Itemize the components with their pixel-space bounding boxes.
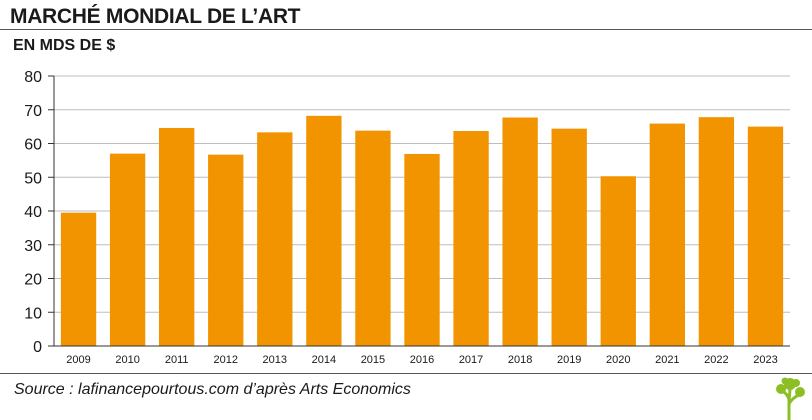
bar-2019: [551, 128, 587, 346]
bar-2015: [355, 130, 391, 346]
x-tick-label: 2011: [165, 354, 189, 366]
tick-labels: 0 10 20 30 40 50 60 70 80 2009 2010 2011 2012 2013 201…: [24, 69, 778, 366]
x-tick-label: 2010: [115, 354, 139, 366]
bar-2014: [306, 115, 342, 346]
x-tick-label: 2015: [361, 354, 385, 366]
x-tick-label: 2016: [410, 354, 434, 366]
x-tick-label: 2017: [459, 354, 483, 366]
tree-icon: [776, 377, 805, 420]
x-tick-label: 2021: [655, 354, 679, 366]
y-tick-label: 10: [24, 305, 42, 322]
bar-2017: [453, 131, 489, 346]
bar-2013: [257, 132, 293, 346]
y-tick-label: 70: [24, 103, 42, 120]
y-tick-label: 50: [24, 170, 42, 187]
x-tick-label: 2012: [213, 354, 237, 366]
x-tick-label: 2019: [557, 354, 581, 366]
y-tick-label: 30: [24, 238, 42, 255]
y-tick-label: 80: [24, 69, 42, 86]
y-tick-label: 60: [24, 137, 42, 154]
axes: [48, 75, 790, 347]
y-tick-label: 20: [24, 272, 42, 289]
x-tick-label: 2014: [312, 354, 336, 366]
bar-2010: [109, 153, 146, 346]
bar-2018: [502, 117, 538, 346]
x-tick-label: 2013: [263, 354, 287, 366]
unit-label: EN MDS DE $: [13, 37, 116, 54]
bar-2012: [208, 154, 244, 346]
bar-2022: [698, 117, 735, 346]
bar-chart: 0 10 20 30 40 50 60 70 80 2009 2010 2011 2012 2013 201…: [24, 69, 790, 366]
bar-2020: [600, 176, 636, 346]
bars: [60, 115, 784, 347]
bar-2009: [60, 212, 97, 346]
chart-title: MARCHÉ MONDIAL DE L’ART: [10, 5, 301, 28]
x-tick-label: 2018: [508, 354, 532, 366]
x-tick-label: 2023: [753, 354, 777, 366]
bar-2011: [159, 127, 195, 346]
y-tick-label: 0: [33, 339, 42, 356]
x-tick-label: 2020: [606, 354, 630, 366]
footer-divider: [0, 373, 812, 374]
y-tick-label: 40: [24, 204, 42, 221]
bar-2023: [747, 126, 784, 346]
title-divider: [0, 29, 812, 30]
bar-2021: [649, 123, 685, 347]
source-note: Source : lafinancepourtous.com d’après A…: [14, 381, 411, 398]
x-tick-label: 2009: [66, 354, 90, 366]
x-tick-label: 2022: [704, 354, 728, 366]
bar-2016: [404, 153, 440, 346]
